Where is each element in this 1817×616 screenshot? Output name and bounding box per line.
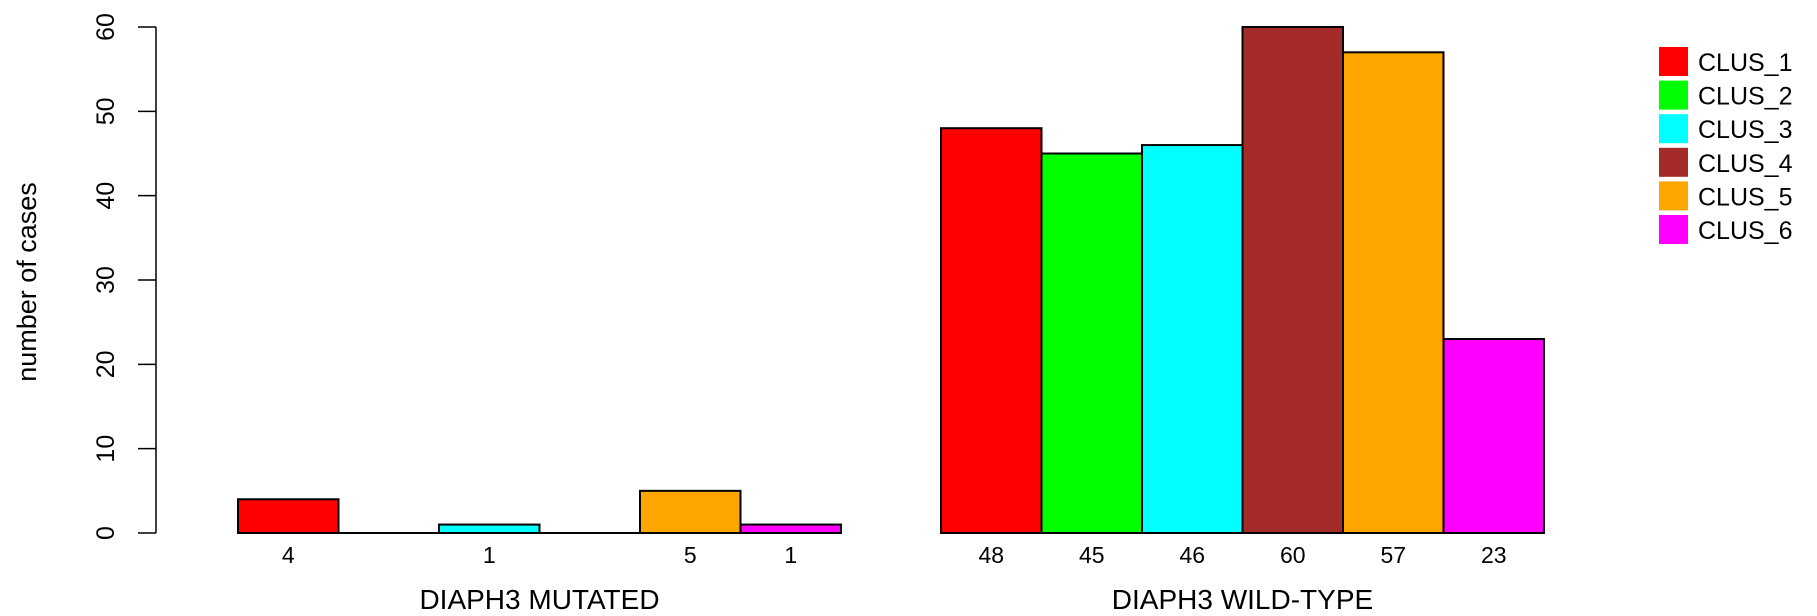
bars [237,26,1545,535]
legend-swatch [1659,80,1688,110]
bar-diaph3-wild-type-clus-5 [1342,51,1445,535]
y-tick-label: 50 [92,97,120,125]
y-axis: 0 10 20 30 40 50 60 [92,13,157,540]
legend-label: CLUS_3 [1698,116,1793,144]
bar-diaph3-mutated-clus-6 [739,523,842,534]
y-tick-label: 40 [92,182,120,210]
legend-label: CLUS_5 [1698,183,1793,211]
y-tick-label: 10 [92,435,120,463]
bar-diaph3-mutated-clus-3 [438,523,541,534]
legend-swatch [1659,215,1688,244]
group-labels: DIAPH3 MUTATED DIAPH3 WILD-TYPE [419,584,1373,615]
y-tick-label: 0 [92,526,120,540]
legend: CLUS_1 CLUS_2 CLUS_3 CLUS_4 CLUS_5 CLUS_6 [1659,47,1793,245]
bar-value-label: 1 [784,542,797,568]
bar-value-label: 57 [1380,542,1406,568]
legend-swatch [1659,181,1688,211]
bar-value-label: 45 [1079,542,1105,568]
group-label: DIAPH3 WILD-TYPE [1112,584,1373,615]
bar-diaph3-mutated-clus-1 [237,498,340,534]
bar-value-label: 60 [1280,542,1306,568]
bar-value-labels: 4 1 5 1 48 45 46 60 57 23 [282,542,1507,568]
bar-diaph3-wild-type-clus-4 [1241,26,1344,534]
bar-value-label: 4 [282,542,295,568]
legend-label: CLUS_2 [1698,83,1793,111]
bar-value-label: 5 [684,542,697,568]
y-axis-label: number of cases [12,182,42,382]
legend-label: CLUS_4 [1698,150,1793,178]
bar-value-label: 48 [978,542,1004,568]
legend-swatch [1659,147,1688,177]
legend-swatch [1659,47,1688,76]
legend-label: CLUS_6 [1698,217,1793,245]
y-tick-label: 30 [92,266,120,294]
legend-swatch [1659,114,1688,144]
group-label: DIAPH3 MUTATED [419,584,659,615]
bar-diaph3-wild-type-clus-6 [1442,338,1545,534]
bar-value-label: 1 [483,542,496,568]
bar-diaph3-mutated-clus-5 [639,489,742,535]
bar-value-label: 46 [1179,542,1205,568]
bar-diaph3-wild-type-clus-3 [1141,144,1244,534]
bar-value-label: 23 [1481,542,1507,568]
bar-diaph3-wild-type-clus-1 [940,127,1043,534]
legend-label: CLUS_1 [1698,49,1793,77]
y-tick-label: 20 [92,350,120,378]
y-tick-label: 60 [92,13,120,41]
bar-diaph3-wild-type-clus-2 [1040,152,1143,534]
